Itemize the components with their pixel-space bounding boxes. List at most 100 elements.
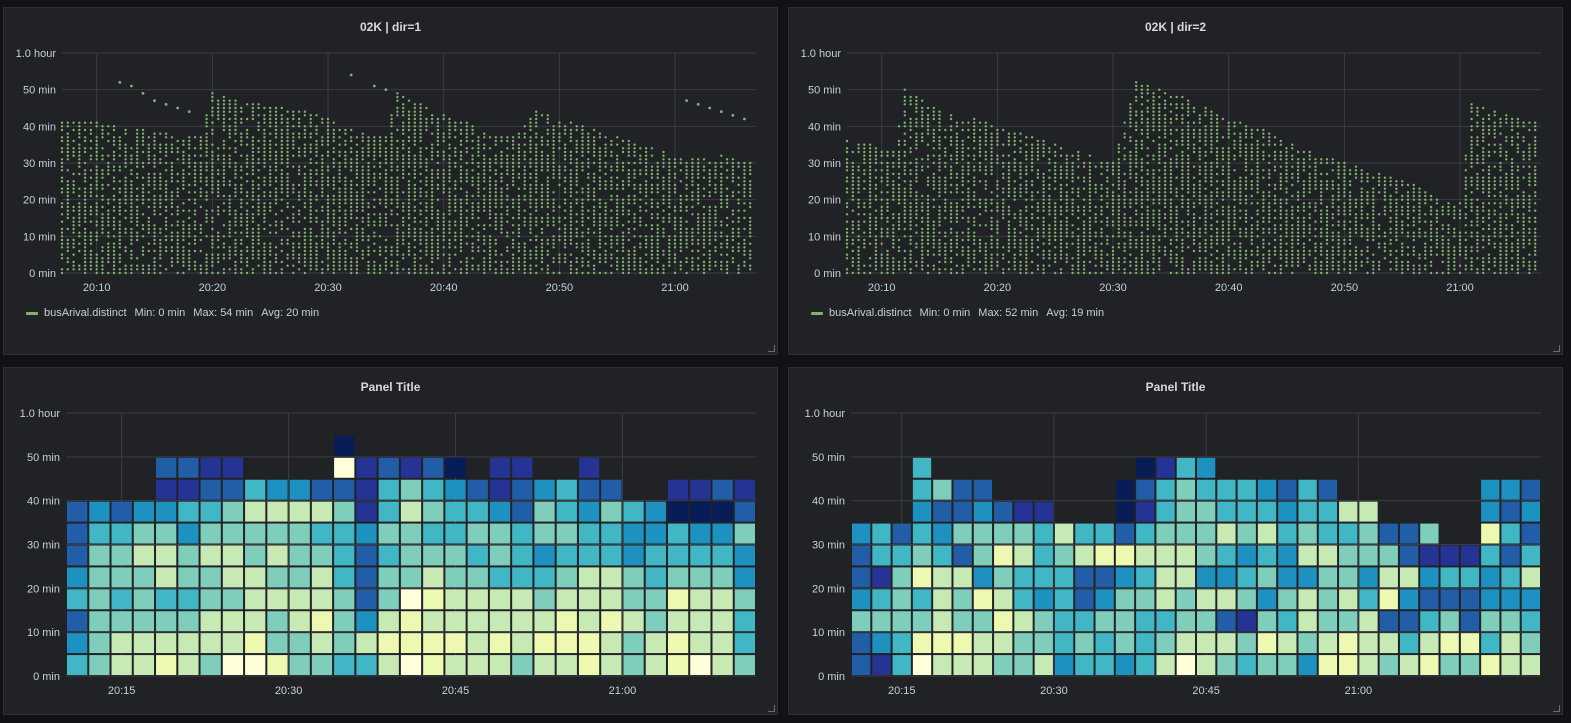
data-point [332, 235, 335, 238]
data-point [199, 194, 202, 198]
data-point [996, 202, 999, 205]
data-point [604, 209, 607, 212]
data-point [1152, 158, 1155, 161]
data-point [996, 224, 999, 227]
data-point [851, 191, 854, 194]
data-point [425, 242, 428, 245]
data-point [909, 227, 912, 231]
data-point [1030, 238, 1034, 242]
data-point [1054, 231, 1057, 234]
data-point [1013, 238, 1016, 242]
data-point [483, 143, 486, 146]
data-point [903, 172, 906, 176]
data-point [286, 110, 289, 113]
data-point [535, 253, 538, 256]
data-point [78, 213, 81, 216]
data-point [903, 194, 906, 198]
data-point [1140, 143, 1144, 146]
data-point [263, 209, 266, 212]
data-point [251, 172, 255, 176]
data-point [587, 132, 590, 135]
data-point [396, 235, 399, 238]
data-point [228, 132, 231, 135]
data-point [691, 257, 694, 260]
data-point [373, 198, 376, 201]
legend[interactable]: busArival.distinct Min: 0 min Max: 54 mi… [26, 307, 319, 319]
data-point [1106, 161, 1109, 165]
data-point [483, 238, 486, 242]
data-point [737, 249, 740, 253]
data-point [396, 198, 399, 201]
resize-handle[interactable] [768, 345, 775, 352]
data-point [656, 231, 659, 234]
data-point [396, 260, 399, 264]
data-point [72, 246, 75, 249]
data-point [874, 194, 878, 198]
data-point [546, 139, 549, 143]
data-point [604, 161, 607, 165]
data-point [563, 216, 567, 220]
data-point [604, 136, 607, 139]
data-point [903, 213, 906, 216]
data-point [955, 231, 959, 234]
data-point [292, 132, 295, 135]
data-point [1140, 92, 1144, 95]
data-point [932, 136, 935, 139]
data-point [124, 227, 127, 231]
data-point [874, 253, 878, 256]
data-point [857, 150, 860, 154]
data-point [309, 121, 312, 124]
data-point [1025, 260, 1028, 264]
data-point [66, 213, 69, 216]
data-point [938, 147, 941, 150]
legend-series-name[interactable]: busArival.distinct [44, 307, 127, 319]
data-point [321, 161, 324, 165]
data-point [909, 205, 912, 209]
data-point [436, 257, 440, 260]
data-point [459, 249, 463, 253]
data-point [465, 268, 468, 271]
data-point [1129, 191, 1132, 194]
data-point [1088, 249, 1092, 253]
data-point [662, 161, 665, 165]
data-point [627, 249, 630, 253]
data-point [488, 213, 492, 216]
data-point [926, 117, 930, 121]
data-point [147, 242, 150, 245]
data-point [668, 205, 671, 209]
data-point [845, 139, 849, 143]
data-point [245, 246, 249, 249]
data-point [587, 147, 590, 150]
panel-title[interactable]: 02K | dir=1 [359, 20, 422, 34]
panel-title[interactable]: 02K | dir=2 [1144, 20, 1207, 34]
data-point [303, 187, 307, 190]
data-point [170, 246, 174, 249]
data-point [66, 268, 69, 271]
data-point [949, 220, 953, 223]
data-point [66, 121, 69, 124]
data-point [170, 176, 174, 179]
data-point [702, 224, 706, 227]
data-point [926, 183, 930, 187]
data-point [949, 213, 953, 216]
data-point [886, 249, 889, 253]
data-point [1013, 139, 1016, 143]
data-point [679, 238, 682, 242]
data-point [350, 213, 353, 216]
data-point [442, 238, 445, 242]
data-point [1082, 220, 1086, 223]
data-point [725, 169, 729, 172]
data-point [926, 213, 930, 216]
data-point [292, 249, 295, 253]
data-point [396, 99, 399, 102]
data-point [390, 125, 393, 128]
data-point [83, 198, 87, 201]
data-point [101, 187, 104, 190]
data-point [679, 158, 682, 161]
data-point [535, 180, 538, 183]
data-point [552, 128, 555, 132]
data-point [78, 187, 81, 190]
data-point [315, 128, 318, 132]
data-point [188, 139, 191, 143]
data-point [292, 147, 295, 150]
